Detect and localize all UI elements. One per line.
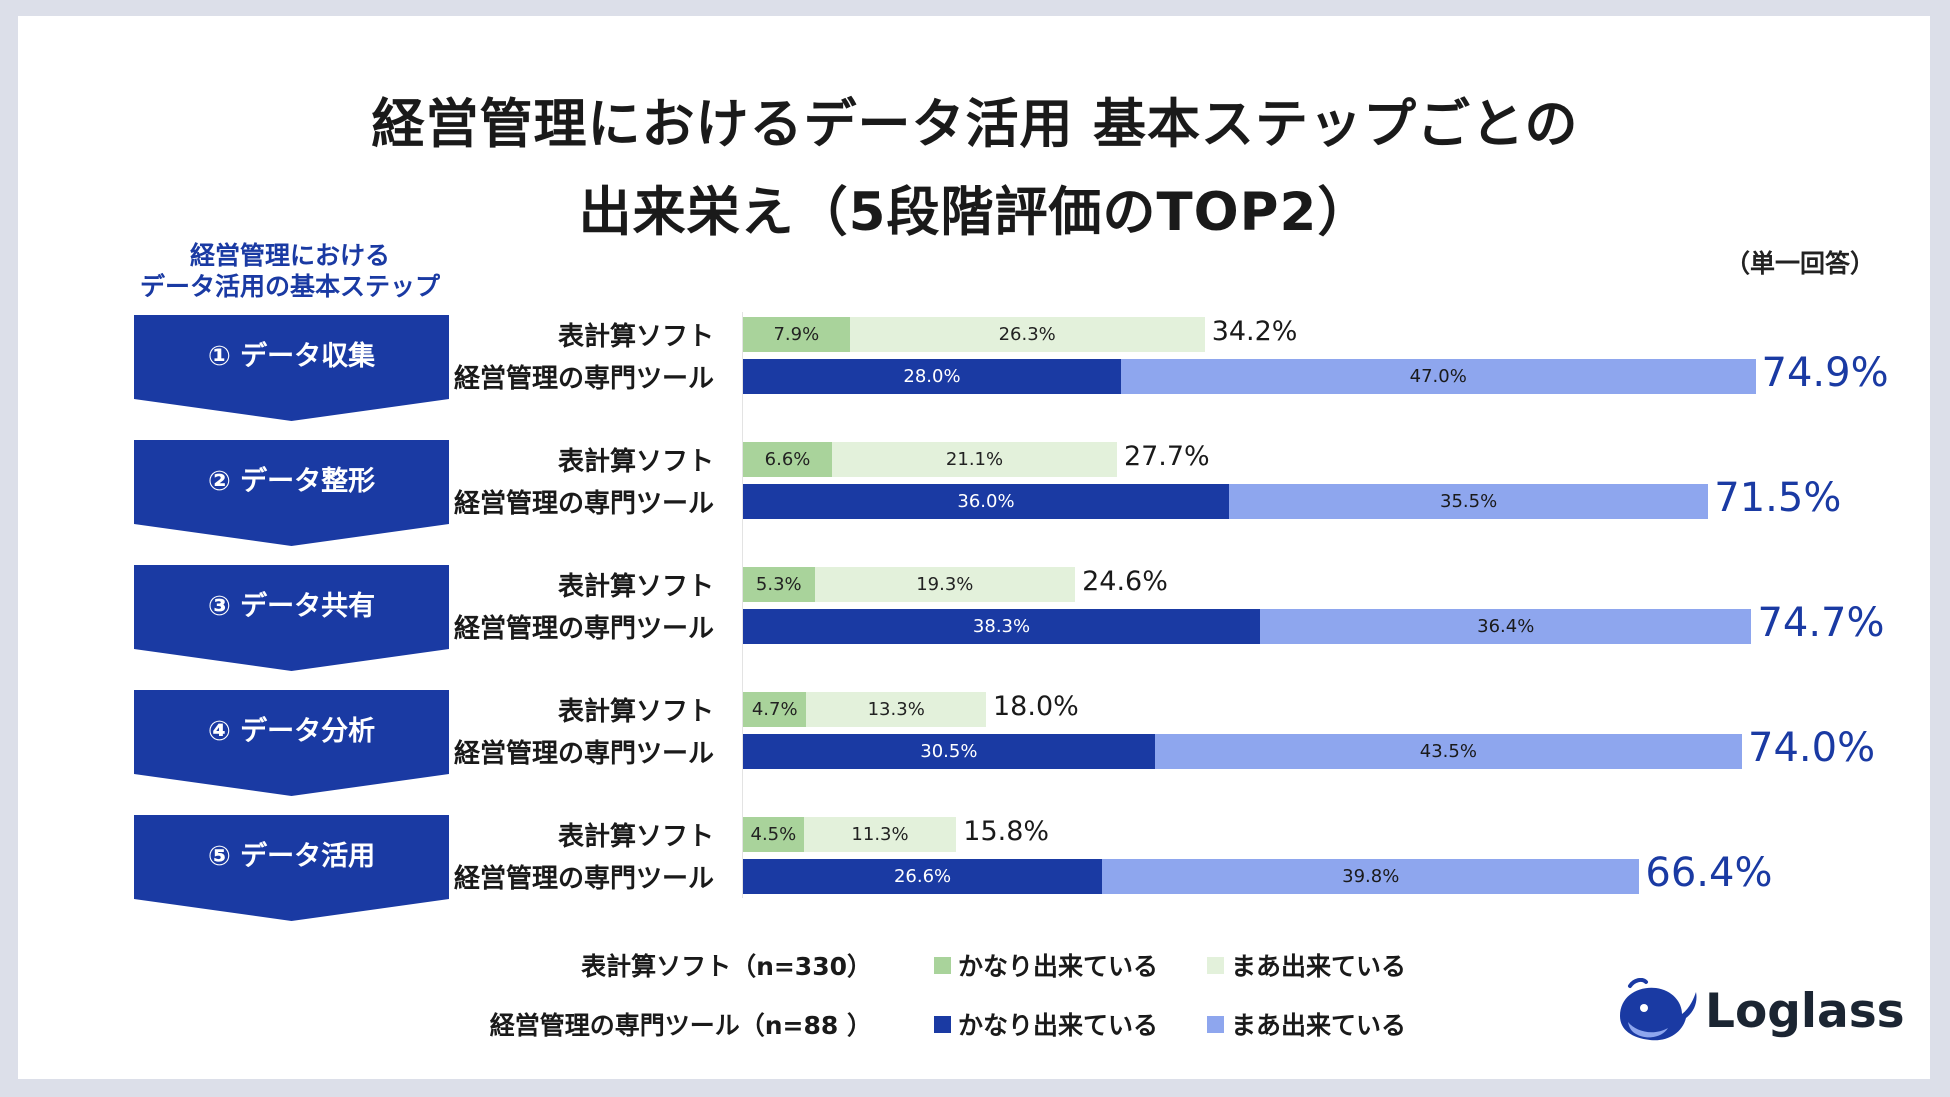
row-label-excel: 表計算ソフト: [557, 572, 714, 602]
legend-swatch: [934, 1016, 951, 1033]
bar-excel-strong: 4.5%: [743, 817, 804, 852]
step-chevron: ① データ収集: [134, 315, 449, 421]
legend-item-label: かなり出来ている: [958, 1011, 1159, 1040]
total-label-excel: 18.0%: [993, 691, 1079, 722]
row-label-pro: 経営管理の専門ツール: [453, 614, 714, 644]
unit-note: （単一回答）: [1725, 249, 1876, 278]
bar-pro-strong: 28.0%: [743, 359, 1121, 394]
bar-excel-strong: 5.3%: [743, 567, 815, 602]
row-label-excel: 表計算ソフト: [557, 697, 714, 727]
row-label-pro: 経営管理の専門ツール: [453, 364, 714, 394]
total-label-excel: 15.8%: [963, 816, 1050, 847]
step-heading-line1: 経営管理における: [189, 241, 390, 270]
step-label: ③ データ共有: [207, 591, 376, 622]
bar-excel-strong: 4.7%: [743, 692, 807, 727]
bar-excel-strong: 7.9%: [743, 317, 850, 352]
bar-pro-strong: 30.5%: [743, 734, 1155, 769]
row-label-excel: 表計算ソフト: [557, 822, 714, 852]
axis-baseline: [742, 312, 743, 898]
loglass-logo: Loglass: [1610, 977, 1910, 1048]
step-label: ④ データ分析: [207, 716, 376, 747]
bar-pro-strong: 26.6%: [743, 859, 1103, 894]
legend-group-label: 経営管理の専門ツール（n=88 ）: [489, 1011, 872, 1040]
bar-excel-mild: 26.3%: [849, 317, 1205, 352]
bar-pro-mild: 35.5%: [1229, 484, 1709, 519]
total-label-pro: 71.5%: [1714, 475, 1842, 521]
step-chevron: ② データ整形: [134, 440, 449, 546]
legend-item-label: まあ出来ている: [1231, 1011, 1407, 1040]
bar-pro-mild: 36.4%: [1260, 609, 1752, 644]
step-chevron: ④ データ分析: [134, 690, 449, 796]
row-label-excel: 表計算ソフト: [557, 447, 714, 477]
row-label-pro: 経営管理の専門ツール: [453, 739, 714, 769]
legend-item-label: まあ出来ている: [1231, 952, 1407, 981]
bar-pro-strong: 36.0%: [743, 484, 1229, 519]
bar-excel-mild: 21.1%: [832, 442, 1117, 477]
step-label: ⑤ データ活用: [207, 841, 376, 872]
chart-title-line1: 経営管理におけるデータ活用 基本ステップごとの: [371, 94, 1579, 155]
legend-group-label: 表計算ソフト（n=330）: [581, 952, 872, 981]
total-label-excel: 24.6%: [1082, 566, 1168, 597]
total-label-pro: 74.9%: [1761, 350, 1889, 396]
bar-excel-mild: 13.3%: [806, 692, 986, 727]
whale-logo-icon: [1620, 977, 1697, 1041]
bar-pro-mild: 39.8%: [1102, 859, 1640, 894]
bar-pro-strong: 38.3%: [743, 609, 1261, 644]
step-chevron: ③ データ共有: [134, 565, 449, 671]
bar-excel-strong: 6.6%: [743, 442, 833, 477]
total-label-excel: 34.2%: [1211, 316, 1298, 347]
row-label-pro: 経営管理の専門ツール: [453, 489, 714, 519]
bar-pro-mild: 47.0%: [1121, 359, 1756, 394]
step-heading-line2: データ活用の基本ステップ: [139, 272, 440, 301]
legend-swatch: [1207, 957, 1224, 974]
total-label-excel: 27.7%: [1123, 441, 1210, 472]
step-column-heading: 経営管理における データ活用の基本ステップ: [130, 240, 450, 302]
step-label: ② データ整形: [207, 466, 376, 497]
step-label: ① データ収集: [207, 341, 376, 372]
step-chevron: ⑤ データ活用: [134, 815, 449, 921]
bar-excel-mild: 19.3%: [814, 567, 1076, 602]
legend-swatch: [934, 957, 951, 974]
total-label-pro: 74.0%: [1748, 725, 1876, 771]
legend-swatch: [1207, 1016, 1224, 1033]
logo-wordmark: Loglass: [1705, 984, 1905, 1039]
chart-title-line2: 出来栄え（5段階評価のTOP2）: [578, 182, 1372, 243]
total-label-pro: 66.4%: [1645, 850, 1773, 896]
legend-item-label: かなり出来ている: [958, 952, 1159, 981]
bar-excel-mild: 11.3%: [803, 817, 957, 852]
row-label-pro: 経営管理の専門ツール: [453, 864, 714, 894]
total-label-pro: 74.7%: [1757, 600, 1885, 646]
bar-pro-mild: 43.5%: [1154, 734, 1742, 769]
row-label-excel: 表計算ソフト: [557, 322, 714, 352]
